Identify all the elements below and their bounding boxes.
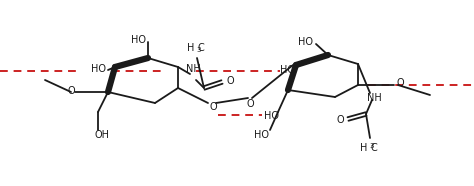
Text: NH: NH <box>366 93 382 103</box>
Text: O: O <box>209 102 217 112</box>
Text: HO: HO <box>130 35 146 45</box>
Text: C: C <box>198 43 204 53</box>
Text: O: O <box>336 115 344 125</box>
Text: O: O <box>396 78 404 88</box>
Text: O: O <box>67 86 75 96</box>
Text: H: H <box>187 43 195 53</box>
Text: O: O <box>246 99 254 109</box>
Text: HO: HO <box>91 64 106 74</box>
Text: 3: 3 <box>196 47 201 53</box>
Text: C: C <box>371 143 377 153</box>
Text: HO: HO <box>255 130 270 140</box>
Text: H: H <box>360 143 368 153</box>
Text: HO: HO <box>299 37 313 47</box>
Text: OH: OH <box>94 130 109 140</box>
Text: HO: HO <box>281 65 295 75</box>
Text: HO: HO <box>264 111 280 121</box>
Text: 3: 3 <box>369 143 374 149</box>
Text: NH: NH <box>186 64 201 74</box>
Text: O: O <box>226 76 234 86</box>
